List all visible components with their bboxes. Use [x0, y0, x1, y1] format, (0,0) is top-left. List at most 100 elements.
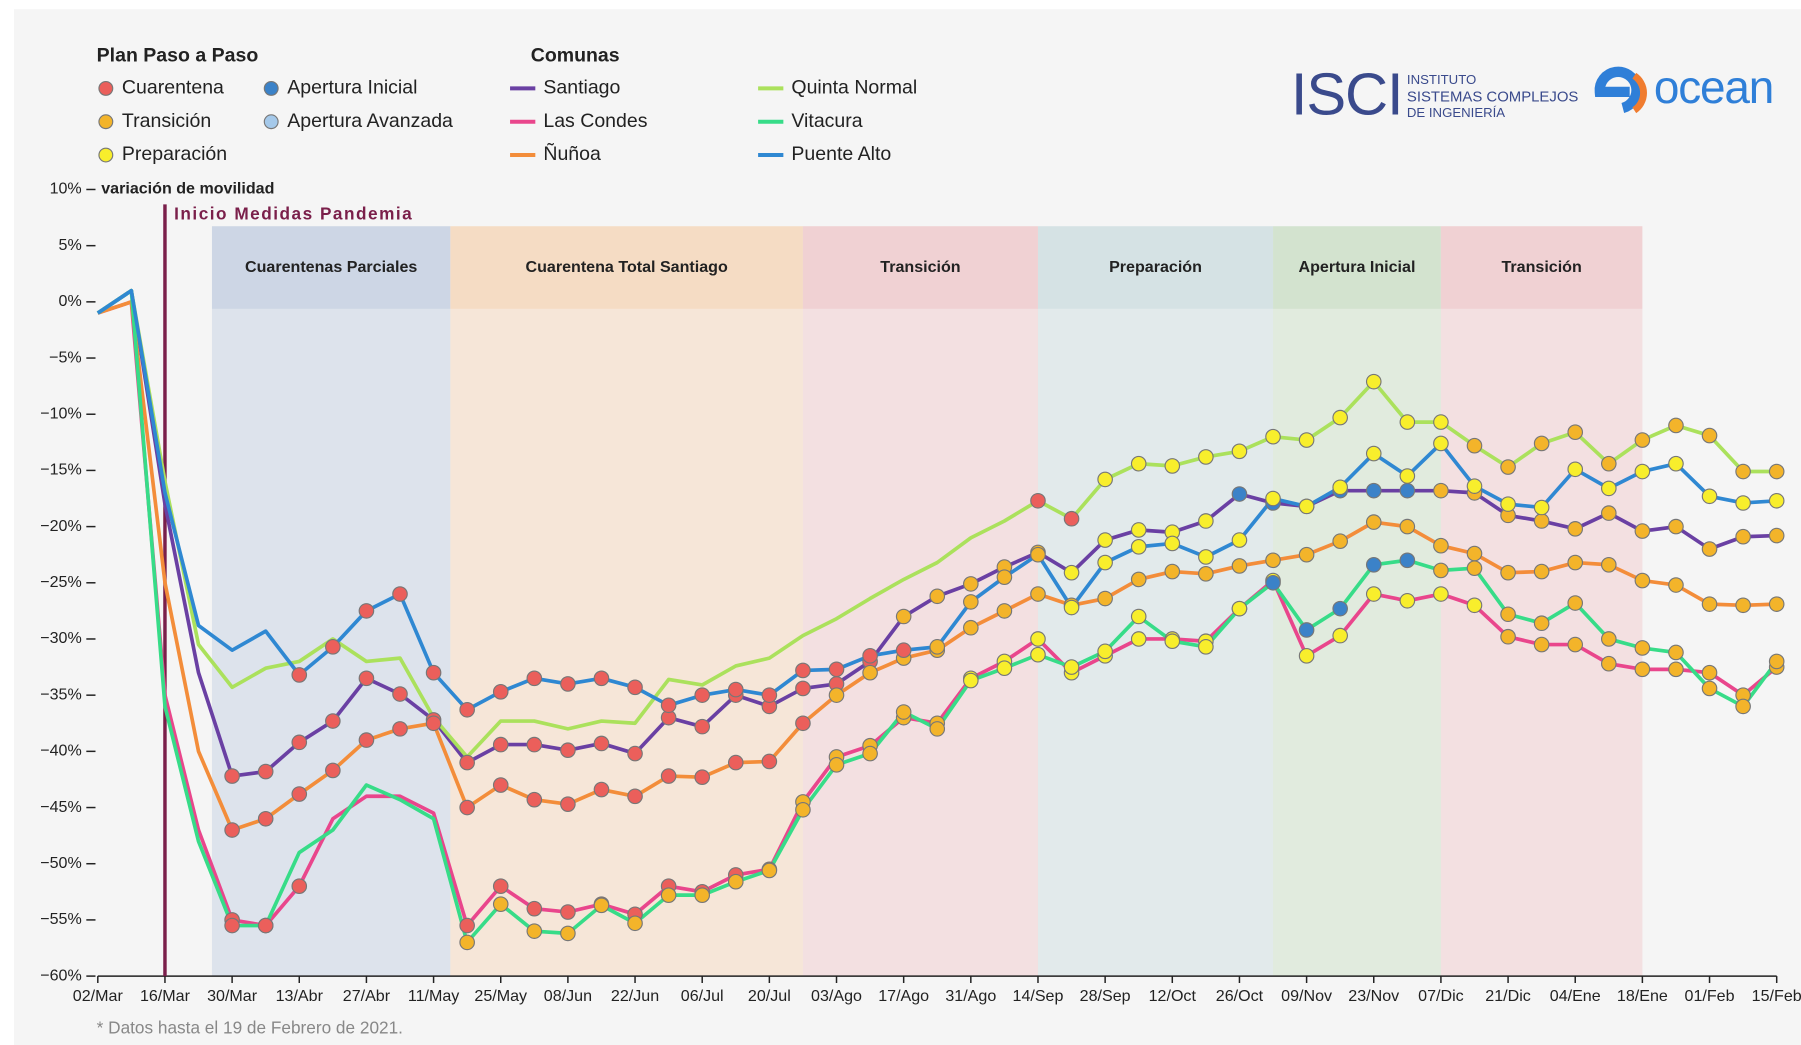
point [1466, 560, 1483, 576]
point [1063, 599, 1080, 616]
y-tick-label: −25% [40, 573, 82, 591]
point [1130, 522, 1147, 538]
point [1668, 417, 1684, 434]
point [1130, 571, 1147, 588]
plan-legend-label: Apertura Inicial [287, 77, 417, 99]
point [1130, 539, 1147, 555]
point [895, 704, 912, 720]
point [1768, 653, 1785, 670]
point [358, 732, 375, 748]
point [392, 721, 408, 737]
point [963, 619, 979, 636]
point [560, 904, 576, 920]
series-legend-label: Santiago [543, 77, 620, 99]
point [1332, 479, 1348, 496]
point [425, 664, 442, 681]
point [1433, 537, 1449, 554]
point [1735, 528, 1751, 545]
point [1097, 471, 1113, 488]
y-tick-label: 0% [59, 292, 82, 310]
point [1634, 661, 1651, 678]
y-tick-label: −55% [40, 910, 82, 928]
point [1298, 648, 1315, 664]
point [1231, 443, 1248, 460]
point [425, 715, 442, 732]
point [1298, 498, 1315, 515]
point [1399, 552, 1416, 569]
point [1030, 646, 1046, 663]
point [627, 915, 643, 932]
point [392, 586, 408, 602]
point [1063, 510, 1080, 527]
point [358, 670, 375, 687]
y-tick-label: −30% [40, 629, 82, 647]
x-tick-label: 04/Ene [1550, 987, 1601, 1005]
x-tick-label: 18/Ene [1617, 987, 1668, 1005]
x-tick-label: 14/Sep [1013, 987, 1064, 1005]
x-tick-label: 02/Mar [73, 987, 124, 1005]
plan-legend-label: Apertura Avanzada [287, 110, 453, 132]
point [492, 878, 509, 895]
point [1533, 499, 1550, 516]
point [325, 762, 341, 779]
point [526, 670, 543, 687]
point [1701, 427, 1718, 444]
band [1037, 308, 1274, 977]
point [224, 822, 240, 838]
point [1231, 600, 1248, 617]
band-label: Transición [1501, 258, 1581, 276]
point [1298, 546, 1315, 563]
point [1097, 554, 1113, 571]
plan-legend-label: Transición [122, 110, 211, 132]
point [526, 923, 543, 939]
point [257, 763, 274, 780]
point [1097, 643, 1113, 660]
y-tick-label: −45% [40, 798, 82, 816]
point [996, 660, 1013, 677]
band [1273, 308, 1441, 977]
point [492, 896, 509, 912]
point [257, 917, 274, 934]
point [1063, 659, 1080, 675]
event-label: Inicio Medidas Pandemia [174, 203, 413, 223]
point [1365, 514, 1382, 530]
point [1365, 556, 1382, 573]
y-axis-label: variación de movilidad [101, 180, 274, 198]
point [1399, 518, 1416, 535]
point [291, 734, 308, 751]
band-header [211, 226, 451, 309]
point [1130, 631, 1147, 647]
point [1768, 463, 1785, 480]
y-tick-label: −5% [49, 348, 82, 366]
series-legend-label: Las Condes [543, 110, 647, 132]
point [1466, 597, 1483, 614]
point [593, 781, 610, 798]
point [1332, 533, 1348, 550]
point [795, 715, 811, 732]
point [694, 769, 711, 786]
point [1735, 698, 1751, 715]
point [1399, 482, 1416, 499]
band-label: Preparación [1109, 258, 1202, 276]
point [761, 687, 778, 703]
series-legend-label: Quinta Normal [791, 77, 917, 99]
point [963, 576, 979, 592]
point [996, 603, 1013, 619]
point [492, 683, 509, 700]
point [727, 873, 744, 890]
x-tick-label: 26/Oct [1216, 987, 1264, 1005]
point [1533, 563, 1550, 580]
series-legend-label: Puente Alto [791, 143, 891, 165]
point [1164, 535, 1181, 552]
point [828, 757, 845, 773]
x-tick-label: 08/Jun [544, 987, 592, 1005]
point [1164, 563, 1181, 580]
point [1466, 478, 1483, 494]
point [727, 754, 744, 771]
point [1198, 449, 1214, 465]
plan-legend-label: Preparación [122, 143, 227, 165]
point [1332, 409, 1348, 426]
point [1466, 437, 1483, 454]
y-tick-label: 5% [59, 236, 82, 254]
plan-legend-marker [98, 80, 114, 96]
